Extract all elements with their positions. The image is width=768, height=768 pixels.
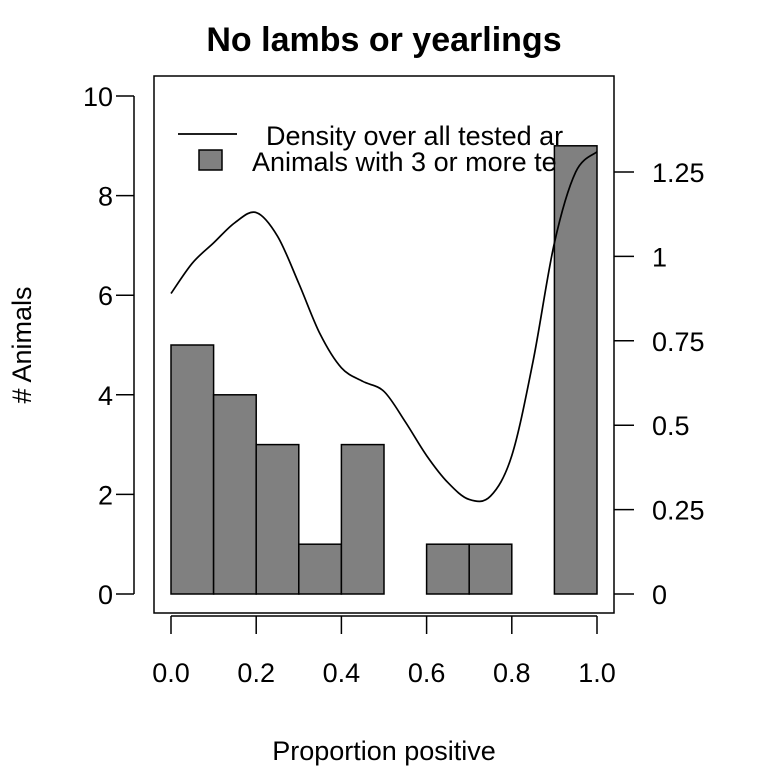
x-tick-label: 1.0 [578, 658, 616, 688]
y2-tick-label: 0.75 [652, 327, 705, 357]
histogram-bar [298, 543, 343, 595]
y-tick-label: 2 [98, 480, 113, 510]
y2-tick-label: 0 [652, 580, 667, 610]
histogram-bar [255, 443, 300, 595]
y2-axis: 0 0.25 0.5 0.75 1 1.25 [614, 158, 705, 610]
y2-tick-label: 0.5 [652, 411, 690, 441]
histogram-bar [553, 145, 598, 595]
histogram-bar [212, 394, 257, 595]
x-tick-label: 0.8 [493, 658, 531, 688]
y-tick-label: 10 [83, 82, 113, 112]
y2-tick-label: 0.25 [652, 496, 705, 526]
legend-box-swatch [198, 149, 223, 171]
legend-label-animals: Animals with 3 or more te [252, 147, 557, 177]
y-tick-label: 0 [98, 580, 113, 610]
histogram-bar [468, 543, 513, 595]
histogram-bars [170, 145, 598, 595]
density-line [170, 151, 598, 503]
y-axis: 0 2 4 6 8 10 [83, 82, 135, 610]
x-tick-label: 0.2 [237, 658, 275, 688]
y-tick-label: 6 [98, 281, 113, 311]
x-tick-label: 0.6 [408, 658, 446, 688]
plot-frame [153, 75, 615, 614]
histogram-bar [425, 543, 470, 595]
y-tick-label: 8 [98, 182, 113, 212]
chart-title: No lambs or yearlings [206, 21, 561, 59]
x-axis-label: Proportion positive [272, 736, 496, 766]
histogram-bar [170, 344, 215, 595]
x-tick-label: 0.0 [152, 658, 190, 688]
y2-tick-label: 1.25 [652, 158, 705, 188]
x-tick-label: 0.4 [323, 658, 361, 688]
y2-tick-label: 1 [652, 242, 667, 272]
legend-label-density: Density over all tested ar [266, 121, 563, 151]
histogram-bar [340, 443, 385, 595]
y-tick-label: 4 [98, 381, 113, 411]
x-axis: 0.0 0.2 0.4 0.6 0.8 1.0 [152, 615, 616, 688]
y-axis-label: # Animals [7, 286, 37, 403]
